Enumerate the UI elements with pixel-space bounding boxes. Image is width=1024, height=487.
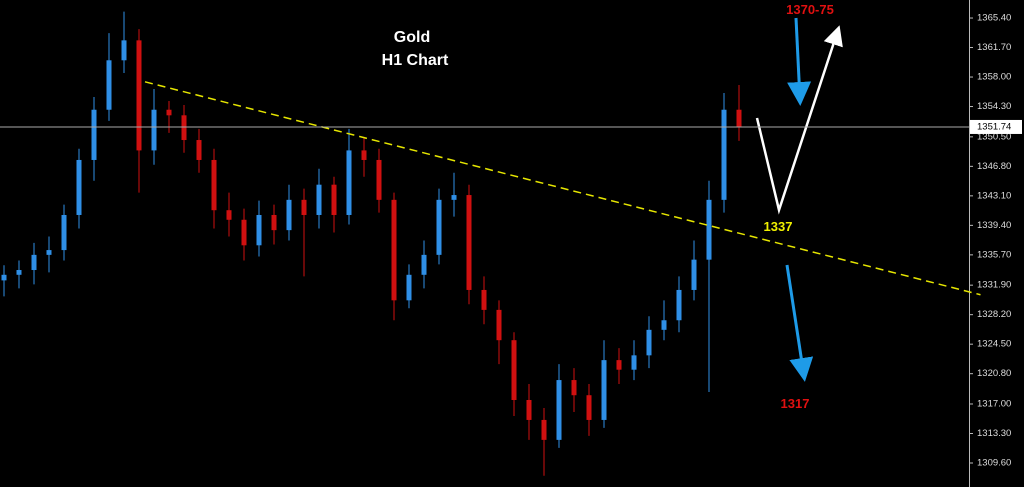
candle-body xyxy=(256,214,262,246)
candle-body xyxy=(541,419,547,440)
y-tick-label: 1324.50 xyxy=(977,339,1011,350)
price-box xyxy=(970,119,1022,134)
y-tick-label: 1350.50 xyxy=(977,131,1011,142)
candle-body xyxy=(136,40,142,151)
candle-body xyxy=(436,199,442,255)
pivot-label: 1337 xyxy=(764,219,793,234)
candle-body xyxy=(676,289,682,321)
y-tick-label: 1335.70 xyxy=(977,249,1011,260)
candle-body xyxy=(121,40,127,61)
y-tick-label: 1354.30 xyxy=(977,101,1011,112)
y-tick-label: 1339.40 xyxy=(977,220,1011,231)
y-tick-label: 1313.30 xyxy=(977,428,1011,439)
candle-body xyxy=(241,219,247,246)
candle-body xyxy=(706,199,712,260)
target-label: 1370-75 xyxy=(786,2,834,17)
candle-body xyxy=(271,214,277,231)
trendline xyxy=(144,81,981,296)
candle-body xyxy=(106,60,112,110)
candle-body xyxy=(511,340,517,400)
candle-body xyxy=(691,259,697,290)
candle-body xyxy=(376,159,382,200)
candle-body xyxy=(346,150,352,215)
candle-body xyxy=(616,360,622,370)
y-tick-label: 1328.20 xyxy=(977,309,1011,320)
candle-body xyxy=(316,184,322,215)
y-tick-label: 1331.90 xyxy=(977,280,1011,291)
chart-subtitle: H1 Chart xyxy=(382,52,449,69)
y-tick-label: 1343.10 xyxy=(977,190,1011,201)
candle-body xyxy=(211,159,217,211)
candle-body xyxy=(481,289,487,310)
candle-body xyxy=(31,254,37,271)
candle-body xyxy=(166,109,172,116)
plot-area xyxy=(1,11,981,476)
candle-body xyxy=(181,115,187,141)
y-tick-label: 1365.40 xyxy=(977,13,1011,24)
candle-body xyxy=(466,195,472,290)
candle-body xyxy=(526,399,532,420)
candle-body xyxy=(571,380,577,396)
y-tick-label: 1361.70 xyxy=(977,42,1011,53)
candle-body xyxy=(61,214,67,251)
candle-body xyxy=(391,199,397,301)
candle-body xyxy=(646,329,652,356)
candle-body xyxy=(556,380,562,440)
candle-body xyxy=(196,140,202,160)
candle-body xyxy=(76,159,82,215)
candle-body xyxy=(16,270,22,275)
y-tick-label: 1346.80 xyxy=(977,161,1011,172)
candle-body xyxy=(721,109,727,200)
candle-body xyxy=(1,274,7,281)
candle-body xyxy=(661,320,667,330)
candle-body xyxy=(496,309,502,341)
candle-body xyxy=(301,199,307,215)
candle-body xyxy=(226,210,232,220)
y-tick-label: 1317.00 xyxy=(977,399,1011,410)
candle-body xyxy=(361,150,367,160)
forecast-path xyxy=(755,25,843,215)
candle-body xyxy=(46,250,52,255)
candle-body xyxy=(601,360,607,420)
candle-body xyxy=(91,109,97,160)
candle-body xyxy=(421,254,427,275)
forecast-arrow xyxy=(787,17,812,106)
candle-body xyxy=(286,199,292,231)
candle-body xyxy=(631,355,637,370)
y-tick-label: 1309.60 xyxy=(977,458,1011,469)
candle-body xyxy=(151,109,157,151)
chart-title: Gold xyxy=(394,29,430,46)
forecast-arrow xyxy=(785,264,814,382)
candle-body xyxy=(586,395,592,420)
candle-body xyxy=(736,109,742,128)
candle-body xyxy=(331,184,337,215)
y-tick-label: 1358.00 xyxy=(977,72,1011,83)
candle-body xyxy=(406,274,412,301)
target-label: 1317 xyxy=(781,396,810,411)
price-label: 1351.74 xyxy=(977,121,1011,132)
candle-body xyxy=(451,195,457,200)
y-tick-label: 1320.80 xyxy=(977,368,1011,379)
